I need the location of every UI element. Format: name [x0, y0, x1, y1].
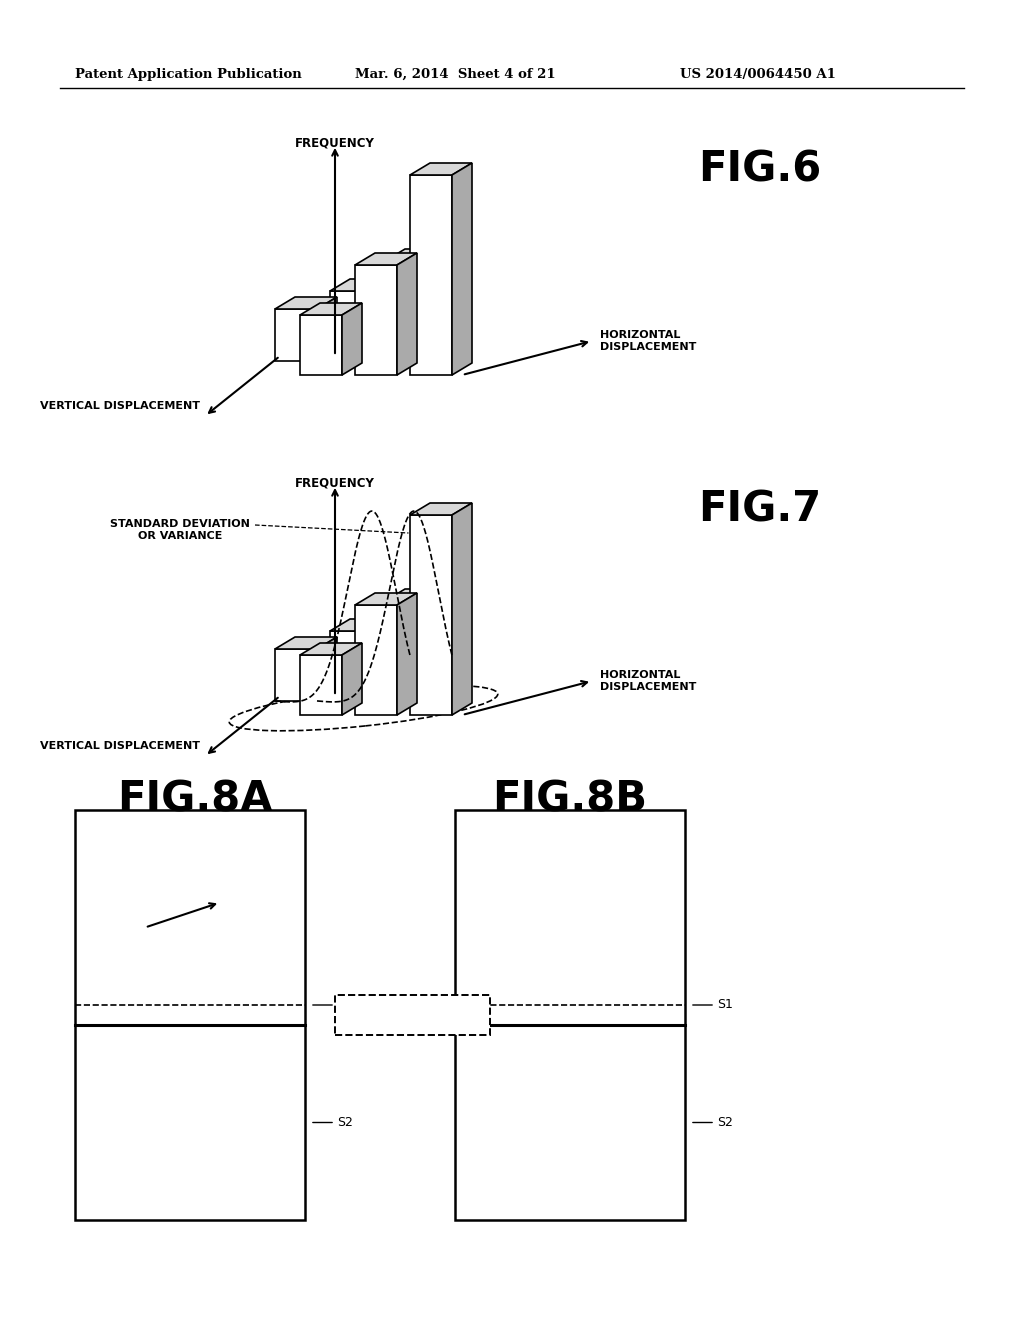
Polygon shape [275, 649, 317, 701]
Text: VERTICAL DISPLACEMENT: VERTICAL DISPLACEMENT [40, 741, 200, 751]
Polygon shape [300, 643, 362, 655]
Text: VERTICAL DISPLACEMENT: VERTICAL DISPLACEMENT [40, 401, 200, 411]
Text: Mar. 6, 2014  Sheet 4 of 21: Mar. 6, 2014 Sheet 4 of 21 [355, 69, 556, 81]
Text: FIG.7: FIG.7 [698, 488, 821, 531]
Polygon shape [300, 315, 342, 375]
Polygon shape [355, 605, 397, 715]
Polygon shape [372, 619, 392, 701]
Text: US 2014/0064450 A1: US 2014/0064450 A1 [680, 69, 836, 81]
Polygon shape [355, 253, 417, 265]
Polygon shape [355, 265, 397, 375]
Polygon shape [275, 638, 337, 649]
Text: FREQUENCY: FREQUENCY [295, 477, 375, 488]
Text: FREQUENCY: FREQUENCY [295, 136, 375, 149]
Polygon shape [427, 249, 447, 360]
Polygon shape [397, 593, 417, 715]
Polygon shape [372, 279, 392, 360]
Text: STANDARD DEVIATION
OR VARIANCE: STANDARD DEVIATION OR VARIANCE [110, 519, 250, 541]
Polygon shape [300, 304, 362, 315]
Bar [455, 810, 685, 1220]
Polygon shape [410, 162, 472, 176]
Polygon shape [385, 589, 447, 601]
Polygon shape [410, 176, 452, 375]
Polygon shape [275, 309, 317, 360]
Polygon shape [330, 619, 392, 631]
Polygon shape [330, 290, 372, 360]
Bar [75, 810, 305, 1220]
Polygon shape [300, 655, 342, 715]
Polygon shape [317, 297, 337, 360]
Text: FIG.6: FIG.6 [698, 148, 821, 190]
Polygon shape [330, 279, 392, 290]
Polygon shape [385, 601, 427, 701]
Text: FIG.8A: FIG.8A [118, 777, 272, 820]
Polygon shape [410, 503, 472, 515]
Polygon shape [385, 261, 427, 360]
Text: HORIZONTAL
DISPLACEMENT: HORIZONTAL DISPLACEMENT [600, 671, 696, 692]
Text: S2: S2 [337, 1115, 353, 1129]
Polygon shape [330, 631, 372, 701]
Bar [335, 995, 490, 1035]
Polygon shape [427, 589, 447, 701]
Text: S2: S2 [717, 1115, 733, 1129]
Text: FIG.8B: FIG.8B [493, 777, 647, 820]
Polygon shape [452, 503, 472, 715]
Polygon shape [317, 638, 337, 701]
Polygon shape [342, 643, 362, 715]
Text: S1: S1 [337, 998, 353, 1011]
Polygon shape [397, 253, 417, 375]
Polygon shape [410, 515, 452, 715]
Polygon shape [342, 304, 362, 375]
Polygon shape [275, 297, 337, 309]
Polygon shape [385, 249, 447, 261]
Text: Patent Application Publication: Patent Application Publication [75, 69, 302, 81]
Polygon shape [452, 162, 472, 375]
Text: HORIZONTAL
DISPLACEMENT: HORIZONTAL DISPLACEMENT [600, 330, 696, 352]
Polygon shape [355, 593, 417, 605]
Text: S1: S1 [717, 998, 733, 1011]
